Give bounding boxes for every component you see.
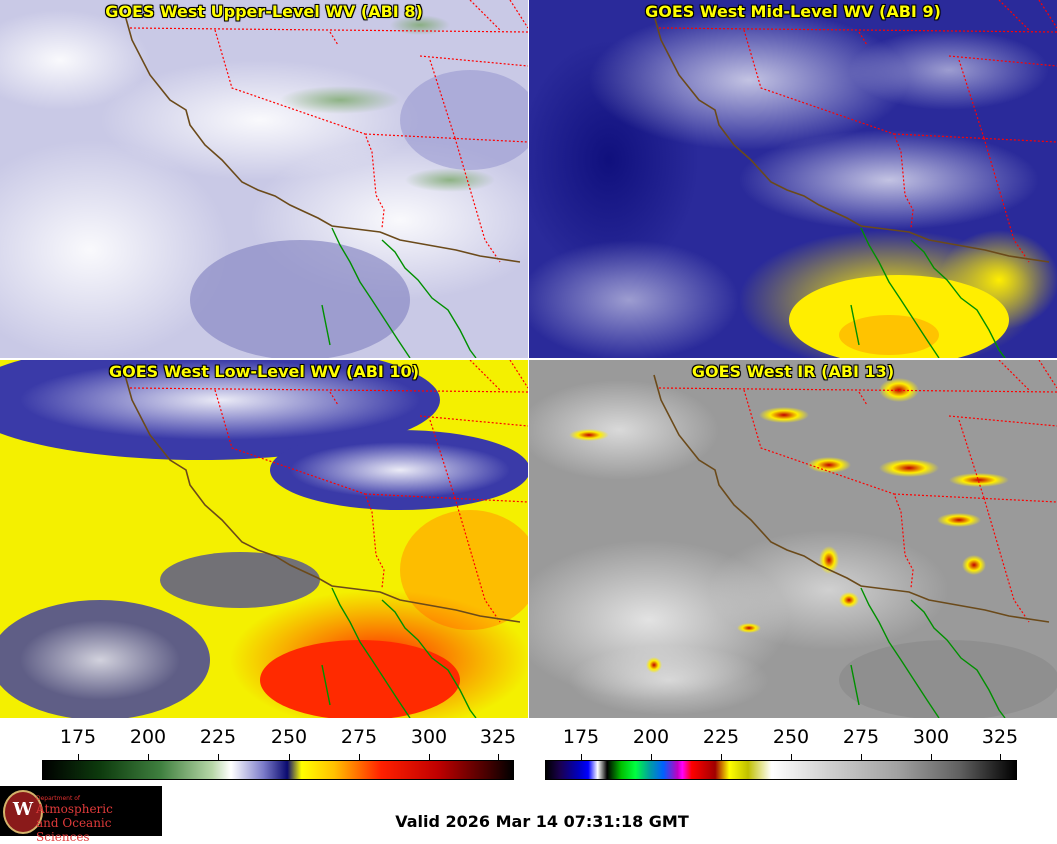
- aos-logo: W Department of Atmospheric and Oceanic …: [0, 786, 162, 844]
- uw-seal-icon: W: [3, 790, 43, 834]
- ir-colorbar-gradient: [545, 760, 1017, 780]
- wv-tick-label: 325: [479, 726, 517, 748]
- ir-colorbar-labels: 175 200 225 250 275 300 325: [503, 726, 1057, 754]
- wv-tick-label: 275: [340, 726, 378, 748]
- panel-ir: GOES West IR (ABI 13): [529, 360, 1057, 718]
- ir-tick-label: 325: [981, 726, 1019, 748]
- wv-tick-label: 175: [59, 726, 97, 748]
- ir-colorbar: 175 200 225 250 275 300 325: [503, 726, 1057, 784]
- low-level-wv-image: [0, 360, 528, 718]
- panel-title: GOES West Mid-Level WV (ABI 9): [645, 2, 941, 21]
- wv-colorbar-gradient: [42, 760, 514, 780]
- panel-upper-level-wv: GOES West Upper-Level WV (ABI 8): [0, 0, 528, 358]
- valid-time: Valid 2026 Mar 14 07:31:18 GMT: [395, 812, 689, 831]
- panel-mid-level-wv: GOES West Mid-Level WV (ABI 9): [529, 0, 1057, 358]
- upper-level-wv-image: [0, 0, 528, 358]
- wv-tick-label: 250: [270, 726, 308, 748]
- mid-level-wv-image: [529, 0, 1057, 358]
- wv-tick-label: 300: [410, 726, 448, 748]
- wv-tick-label: 225: [199, 726, 237, 748]
- logo-name-line1: Atmospheric: [36, 802, 113, 816]
- ir-tick-label: 200: [632, 726, 670, 748]
- panel-title: GOES West Low-Level WV (ABI 10): [108, 362, 419, 381]
- panel-low-level-wv: GOES West Low-Level WV (ABI 10): [0, 360, 528, 718]
- ir-tick-label: 175: [562, 726, 600, 748]
- wv-colorbar: 175 200 225 250 275 300 325: [0, 726, 528, 784]
- wv-tick-label: 200: [129, 726, 167, 748]
- panel-title: GOES West IR (ABI 13): [691, 362, 895, 381]
- ir-tick-label: 275: [842, 726, 880, 748]
- ir-tick-label: 300: [912, 726, 950, 748]
- panel-title: GOES West Upper-Level WV (ABI 8): [105, 2, 423, 21]
- logo-department-text: Department of: [36, 795, 80, 802]
- ir-image: [529, 360, 1057, 718]
- ir-tick-label: 250: [772, 726, 810, 748]
- ir-tick-label: 225: [702, 726, 740, 748]
- wv-colorbar-labels: 175 200 225 250 275 300 325: [0, 726, 528, 754]
